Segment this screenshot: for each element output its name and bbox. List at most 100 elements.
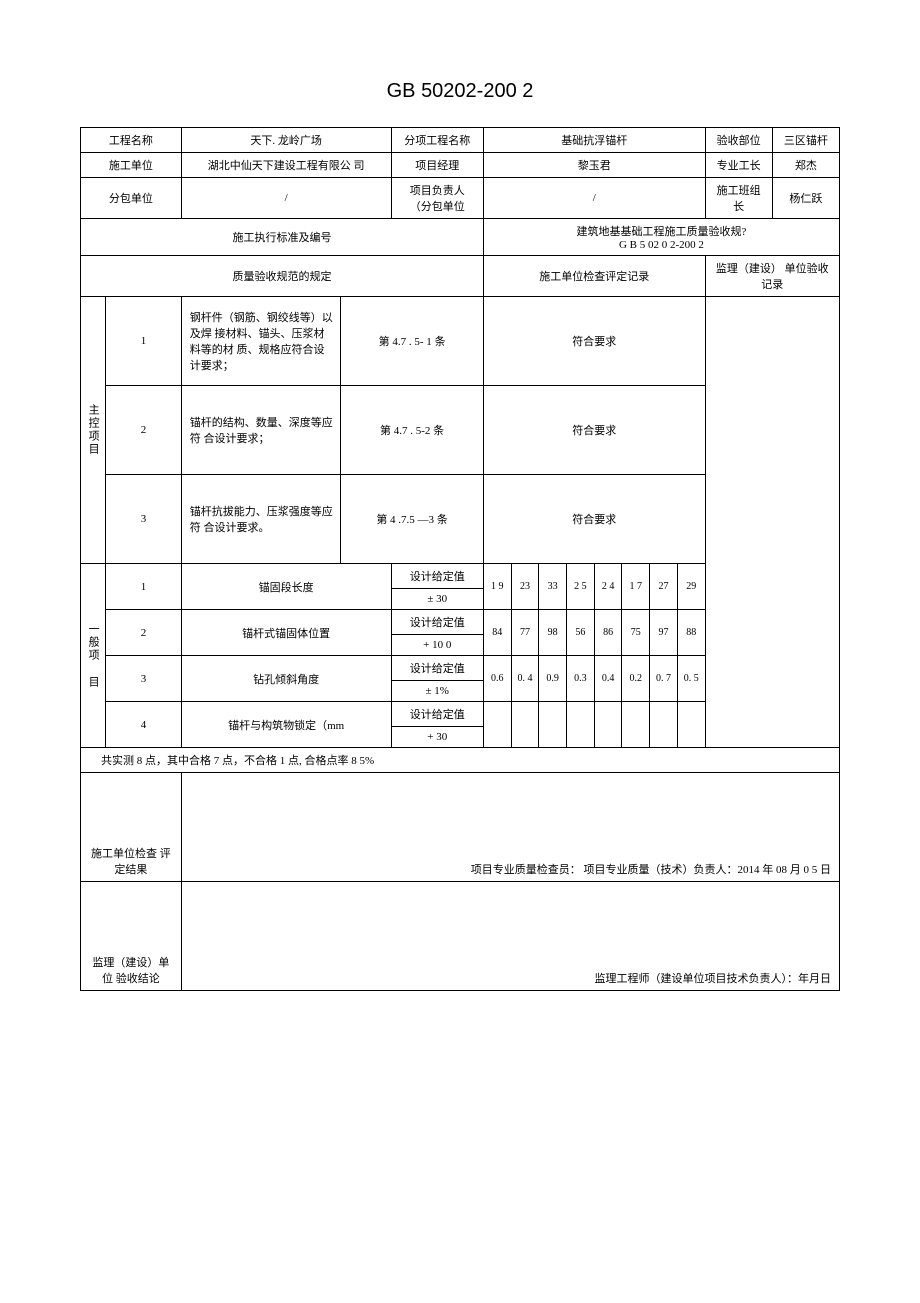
general-item-num-4: 4 <box>106 702 182 748</box>
general-item-spec2-1: ± 30 <box>391 589 483 610</box>
general-item-num-2: 2 <box>106 610 182 656</box>
measure-4-1 <box>483 702 511 748</box>
main-section-label: 主控项目 <box>81 297 106 564</box>
subcontractor-label: 分包单位 <box>81 178 182 219</box>
general-item-spec1-2: 设计给定值 <box>391 610 483 635</box>
construction-unit-value: 湖北中仙天下建设工程有限公 司 <box>181 153 391 178</box>
measure-4-2 <box>511 702 539 748</box>
general-item-name-1: 锚固段长度 <box>181 564 391 610</box>
header-row-4: 施工执行标准及编号 建筑地基基础工程施工质量验收规? G B 5 02 0 2-… <box>81 219 840 256</box>
construction-unit-label: 施工单位 <box>81 153 182 178</box>
measure-3-5: 0.4 <box>594 656 622 702</box>
project-name-value: 天下. 龙岭广场 <box>181 128 391 153</box>
supervision-record-col <box>705 297 839 748</box>
header-row-5: 质量验收规范的规定 施工单位检查评定记录 监理（建设） 单位验收记录 <box>81 256 840 297</box>
measure-1-4: 2 5 <box>567 564 595 610</box>
measure-1-5: 2 4 <box>594 564 622 610</box>
spec-label: 质量验收规范的规定 <box>81 256 484 297</box>
pm-label: 项目经理 <box>391 153 483 178</box>
measure-4-8 <box>677 702 705 748</box>
main-item-row-1: 主控项目 1 钢杆件（钢筋、钢绞线等）以及焊 接材料、锚头、压浆材料等的材 质、… <box>81 297 840 386</box>
supervision-label: 监理（建设） 单位验收记录 <box>705 256 839 297</box>
standard-value-l1: 建筑地基基础工程施工质量验收规? <box>490 223 833 239</box>
project-name-label: 工程名称 <box>81 128 182 153</box>
teamleader-label: 施工班组长 <box>705 178 772 219</box>
header-row-3: 分包单位 / 项目负责人 （分包单位 / 施工班组长 杨仁跃 <box>81 178 840 219</box>
measure-2-1: 84 <box>483 610 511 656</box>
general-item-num-3: 3 <box>106 656 182 702</box>
measure-3-8: 0. 5 <box>677 656 705 702</box>
main-item-desc-1: 钢杆件（钢筋、钢绞线等）以及焊 接材料、锚头、压浆材料等的材 质、规格应符合设计… <box>181 297 341 386</box>
measure-1-2: 23 <box>511 564 539 610</box>
foreman-label: 专业工长 <box>705 153 772 178</box>
inspection-form: 工程名称 天下. 龙岭广场 分项工程名称 基础抗浮锚杆 验收部位 三区锚杆 施工… <box>80 127 840 991</box>
general-item-spec1-3: 设计给定值 <box>391 656 483 681</box>
measure-2-2: 77 <box>511 610 539 656</box>
measure-1-6: 1 7 <box>622 564 650 610</box>
summary-row: 共实测 8 点，其中合格 7 点，不合格 1 点, 合格点率 8 5% <box>81 748 840 773</box>
general-item-name-4: 锚杆与构筑物锁定（mm <box>181 702 391 748</box>
measure-2-8: 88 <box>677 610 705 656</box>
teamleader-value: 杨仁跃 <box>772 178 839 219</box>
measure-4-7 <box>650 702 678 748</box>
general-item-num-1: 1 <box>106 564 182 610</box>
main-item-result-1: 符合要求 <box>483 297 705 386</box>
measure-4-3 <box>539 702 567 748</box>
construction-result-label: 施工单位检查 评定结果 <box>81 773 182 882</box>
supervision-conclusion-sign: 监理工程师（建设单位项目技术负责人）：年月日 <box>181 882 839 991</box>
measure-1-8: 29 <box>677 564 705 610</box>
accept-part-label: 验收部位 <box>705 128 772 153</box>
subproject-value: 基础抗浮锚杆 <box>483 128 705 153</box>
main-item-num-2: 2 <box>106 386 182 475</box>
general-item-spec1-4: 设计给定值 <box>391 702 483 727</box>
subcontractor-value: / <box>181 178 391 219</box>
measure-1-1: 1 9 <box>483 564 511 610</box>
record-label: 施工单位检查评定记录 <box>483 256 705 297</box>
main-item-desc-3: 锚杆抗拔能力、压浆强度等应符 合设计要求。 <box>181 475 341 564</box>
header-row-1: 工程名称 天下. 龙岭广场 分项工程名称 基础抗浮锚杆 验收部位 三区锚杆 <box>81 128 840 153</box>
general-item-spec1-1: 设计给定值 <box>391 564 483 589</box>
header-row-2: 施工单位 湖北中仙天下建设工程有限公 司 项目经理 黎玉君 专业工长 郑杰 <box>81 153 840 178</box>
foreman-value: 郑杰 <box>772 153 839 178</box>
footer-row-1: 施工单位检查 评定结果 项目专业质量检查员： 项目专业质量（技术）负责人：201… <box>81 773 840 882</box>
general-item-name-2: 锚杆式锚固体位置 <box>181 610 391 656</box>
measure-2-3: 98 <box>539 610 567 656</box>
measure-4-5 <box>594 702 622 748</box>
general-item-spec2-2: + 10 0 <box>391 635 483 656</box>
measure-2-6: 75 <box>622 610 650 656</box>
standard-label: 施工执行标准及编号 <box>81 219 484 256</box>
general-item-spec2-3: ± 1% <box>391 681 483 702</box>
pm-value: 黎玉君 <box>483 153 705 178</box>
measure-3-1: 0.6 <box>483 656 511 702</box>
measure-3-2: 0. 4 <box>511 656 539 702</box>
measure-2-4: 56 <box>567 610 595 656</box>
general-section-label: 一般项 目 <box>81 564 106 748</box>
general-item-name-3: 钻孔倾斜角度 <box>181 656 391 702</box>
supervision-conclusion-label: 监理（建设）单位 验收结论 <box>81 882 182 991</box>
measure-3-7: 0. 7 <box>650 656 678 702</box>
measure-1-7: 27 <box>650 564 678 610</box>
sub-pm-value: / <box>483 178 705 219</box>
construction-result-sign: 项目专业质量检查员： 项目专业质量（技术）负责人：2014 年 08 月 0 5… <box>181 773 839 882</box>
page-title: GB 50202-200 2 <box>80 80 840 103</box>
main-item-ref-1: 第 4.7 . 5- 1 条 <box>341 297 484 386</box>
subproject-label: 分项工程名称 <box>391 128 483 153</box>
main-item-num-3: 3 <box>106 475 182 564</box>
measure-4-6 <box>622 702 650 748</box>
main-item-result-2: 符合要求 <box>483 386 705 475</box>
main-item-desc-2: 锚杆的结构、数量、深度等应符 合设计要求； <box>181 386 341 475</box>
standard-value-l2: G B 5 02 0 2-200 2 <box>490 239 833 251</box>
measure-2-7: 97 <box>650 610 678 656</box>
main-item-ref-3: 第 4 .7.5 —3 条 <box>341 475 484 564</box>
general-item-spec2-4: + 30 <box>391 727 483 748</box>
measure-3-3: 0.9 <box>539 656 567 702</box>
accept-part-value: 三区锚杆 <box>772 128 839 153</box>
summary-text: 共实测 8 点，其中合格 7 点，不合格 1 点, 合格点率 8 5% <box>81 748 840 773</box>
measure-3-4: 0.3 <box>567 656 595 702</box>
standard-value: 建筑地基基础工程施工质量验收规? G B 5 02 0 2-200 2 <box>483 219 839 256</box>
footer-row-2: 监理（建设）单位 验收结论 监理工程师（建设单位项目技术负责人）：年月日 <box>81 882 840 991</box>
measure-1-3: 33 <box>539 564 567 610</box>
measure-2-5: 86 <box>594 610 622 656</box>
measure-4-4 <box>567 702 595 748</box>
main-item-num-1: 1 <box>106 297 182 386</box>
